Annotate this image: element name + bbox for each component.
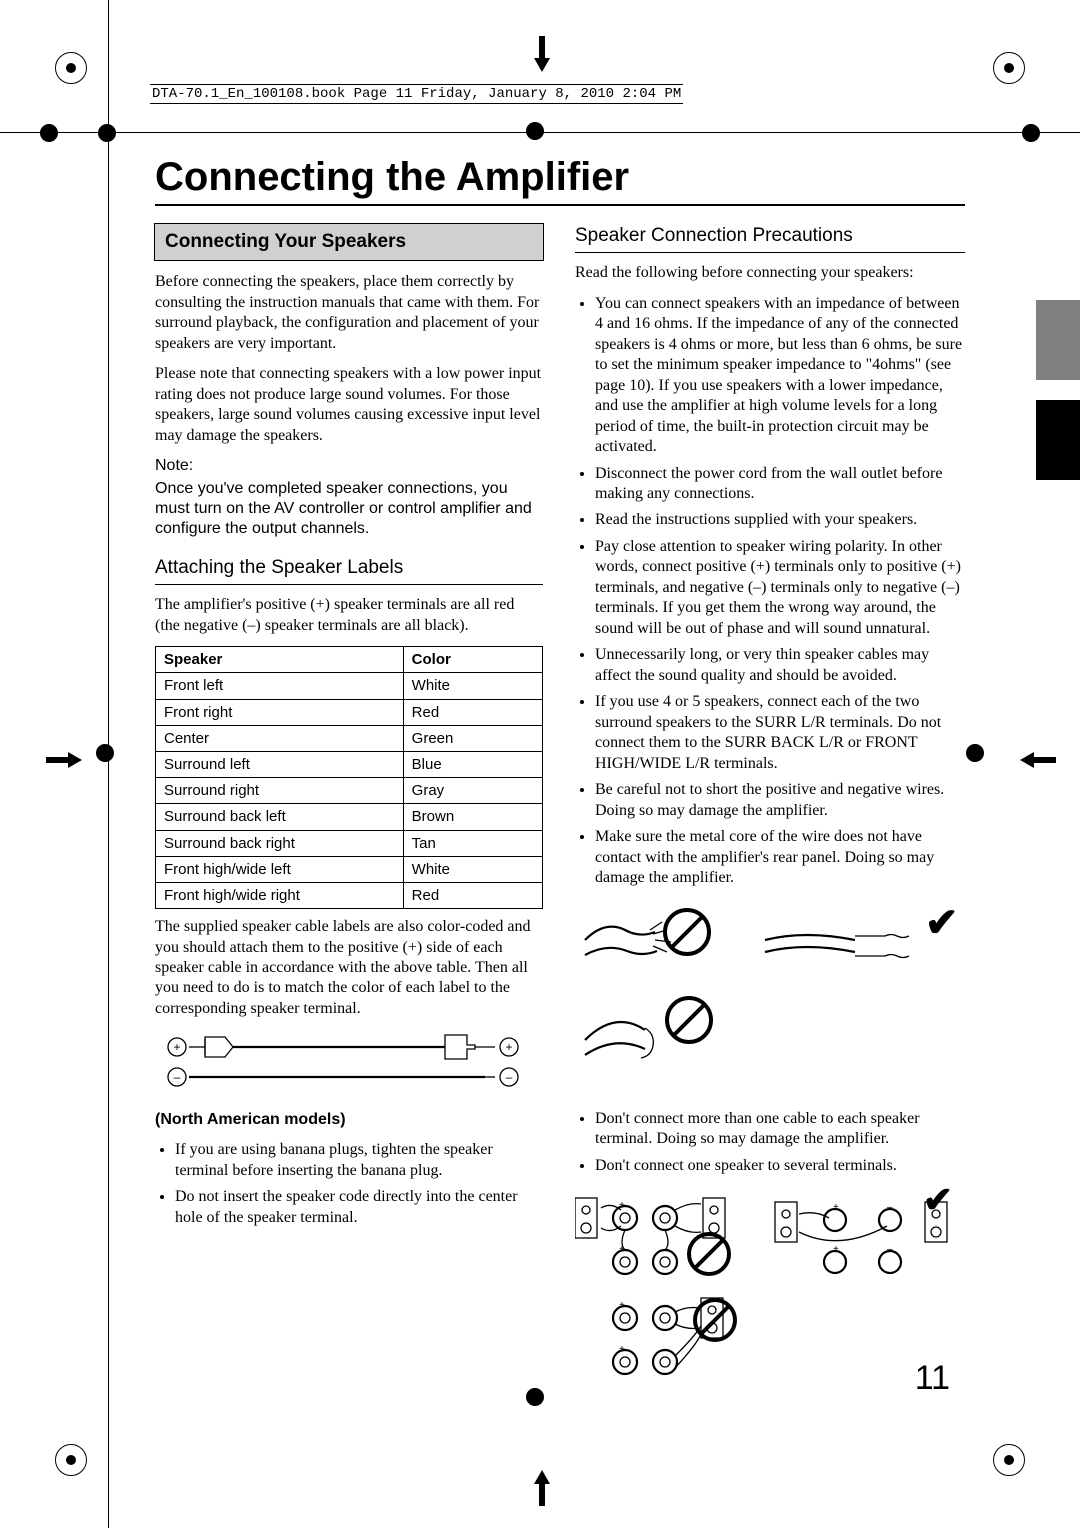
- svg-text:+: +: [505, 1040, 512, 1054]
- list-item: Don't connect more than one cable to eac…: [595, 1109, 965, 1150]
- note-body: Once you've completed speaker connection…: [155, 479, 543, 540]
- crop-arrow-bot-mid: [534, 1470, 550, 1484]
- labels-paragraph-2: The supplied speaker cable labels are al…: [155, 917, 543, 1019]
- running-header: DTA-70.1_En_100108.book Page 11 Friday, …: [150, 86, 683, 102]
- precautions-list-2: Don't connect more than one cable to eac…: [575, 1109, 965, 1176]
- right-column: Speaker Connection Precautions Read the …: [575, 224, 965, 1407]
- table-row: Front high/wide leftWhite: [156, 856, 543, 882]
- table-row: Front leftWhite: [156, 673, 543, 699]
- reg-mark-tl: [55, 52, 87, 84]
- subhead-attaching-labels: Attaching the Speaker Labels: [155, 556, 543, 580]
- table-row: Surround rightGray: [156, 778, 543, 804]
- note-heading: Note:: [155, 456, 543, 476]
- labels-paragraph-1: The amplifier's positive (+) speaker ter…: [155, 595, 543, 636]
- reg-mark-rm: [966, 744, 984, 762]
- reg-mark-tm: [526, 122, 544, 140]
- crop-arrow-left-mid: [68, 752, 82, 768]
- reg-mark-r: [1022, 124, 1040, 142]
- reg-mark-br: [993, 1444, 1025, 1476]
- section-bar-connecting-speakers: Connecting Your Speakers: [155, 224, 543, 260]
- precautions-intro: Read the following before connecting you…: [575, 263, 965, 283]
- table-row: Surround leftBlue: [156, 751, 543, 777]
- subhead-precautions: Speaker Connection Precautions: [575, 224, 965, 248]
- title-rule: [155, 204, 965, 206]
- intro-paragraph-2: Please note that connecting speakers wit…: [155, 364, 543, 446]
- list-item: If you are using banana plugs, tighten t…: [175, 1140, 543, 1181]
- na-bullets: If you are using banana plugs, tighten t…: [155, 1140, 543, 1228]
- side-index-gray: [1036, 300, 1080, 380]
- svg-text:+: +: [833, 1202, 839, 1213]
- table-row: Surround back rightTan: [156, 830, 543, 856]
- list-item: Unnecessarily long, or very thin speaker…: [595, 645, 965, 686]
- list-item: If you use 4 or 5 speakers, connect each…: [595, 692, 965, 774]
- crop-line-left: [108, 0, 109, 1528]
- svg-text:✔: ✔: [925, 901, 955, 945]
- subhead-rule-1: [155, 584, 543, 585]
- runhead-text: DTA-70.1_En_100108.book Page 11 Friday, …: [150, 84, 683, 104]
- table-row: Front rightRed: [156, 699, 543, 725]
- wire-short-diagram: ✔: [575, 900, 965, 1096]
- svg-text:–: –: [887, 1244, 893, 1255]
- two-column-layout: Connecting Your Speakers Before connecti…: [155, 224, 965, 1407]
- svg-text:+: +: [173, 1040, 180, 1054]
- list-item: Pay close attention to speaker wiring po…: [595, 537, 965, 639]
- terminal-diagram: + – + –: [575, 1188, 965, 1394]
- list-item: Make sure the metal core of the wire doe…: [595, 827, 965, 888]
- speaker-label-table: Speaker Color Front leftWhite Front righ…: [155, 646, 543, 909]
- list-item: You can connect speakers with an impedan…: [595, 294, 965, 458]
- list-item: Disconnect the power cord from the wall …: [595, 464, 965, 505]
- svg-text:–: –: [506, 1070, 513, 1084]
- page: DTA-70.1_En_100108.book Page 11 Friday, …: [0, 0, 1080, 1528]
- svg-text:+: +: [833, 1244, 839, 1255]
- crop-arrow-top-mid: [534, 58, 550, 72]
- table-header-row: Speaker Color: [156, 647, 543, 673]
- intro-paragraph-1: Before connecting the speakers, place th…: [155, 272, 543, 354]
- subhead-rule-2: [575, 252, 965, 253]
- svg-text:–: –: [887, 1202, 893, 1213]
- list-item: Be careful not to short the positive and…: [595, 780, 965, 821]
- reg-mark-lm: [96, 744, 114, 762]
- list-item: Don't connect one speaker to several ter…: [595, 1156, 965, 1176]
- precautions-list: You can connect speakers with an impedan…: [575, 294, 965, 889]
- crop-arrow-right-mid: [1020, 752, 1034, 768]
- page-title: Connecting the Amplifier: [155, 155, 965, 200]
- reg-mark-l: [40, 124, 58, 142]
- table-row: Surround back leftBrown: [156, 804, 543, 830]
- left-column: Connecting Your Speakers Before connecti…: [155, 224, 543, 1407]
- page-number: 11: [915, 1359, 950, 1398]
- table-row: CenterGreen: [156, 725, 543, 751]
- svg-text:✔: ✔: [923, 1188, 953, 1220]
- th-speaker: Speaker: [156, 647, 404, 673]
- list-item: Do not insert the speaker code directly …: [175, 1187, 543, 1228]
- reg-mark-tr: [993, 52, 1025, 84]
- na-models-heading: (North American models): [155, 1110, 543, 1130]
- side-index-black: [1036, 400, 1080, 480]
- reg-mark-bl: [55, 1444, 87, 1476]
- svg-text:–: –: [174, 1070, 181, 1084]
- th-color: Color: [403, 647, 542, 673]
- list-item: Read the instructions supplied with your…: [595, 510, 965, 530]
- content-area: Connecting the Amplifier Connecting Your…: [155, 155, 965, 1407]
- cable-label-diagram: + + – –: [155, 1029, 543, 1101]
- table-row: Front high/wide rightRed: [156, 882, 543, 908]
- reg-mark-l2: [98, 124, 116, 142]
